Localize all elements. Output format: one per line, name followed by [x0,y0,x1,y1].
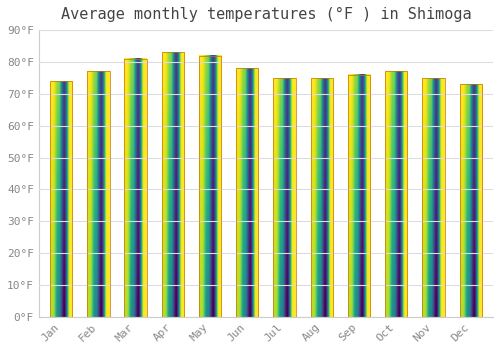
Bar [162,52,184,317]
Title: Average monthly temperatures (°F ) in Shimoga: Average monthly temperatures (°F ) in Sh… [60,7,471,22]
Bar [460,84,482,317]
Bar [348,75,370,317]
Bar [87,71,110,317]
Bar [422,78,444,317]
Bar [124,59,147,317]
Bar [199,56,222,317]
Bar [274,78,295,317]
Bar [50,81,72,317]
Bar [236,68,258,317]
Bar [385,71,407,317]
Bar [310,78,333,317]
